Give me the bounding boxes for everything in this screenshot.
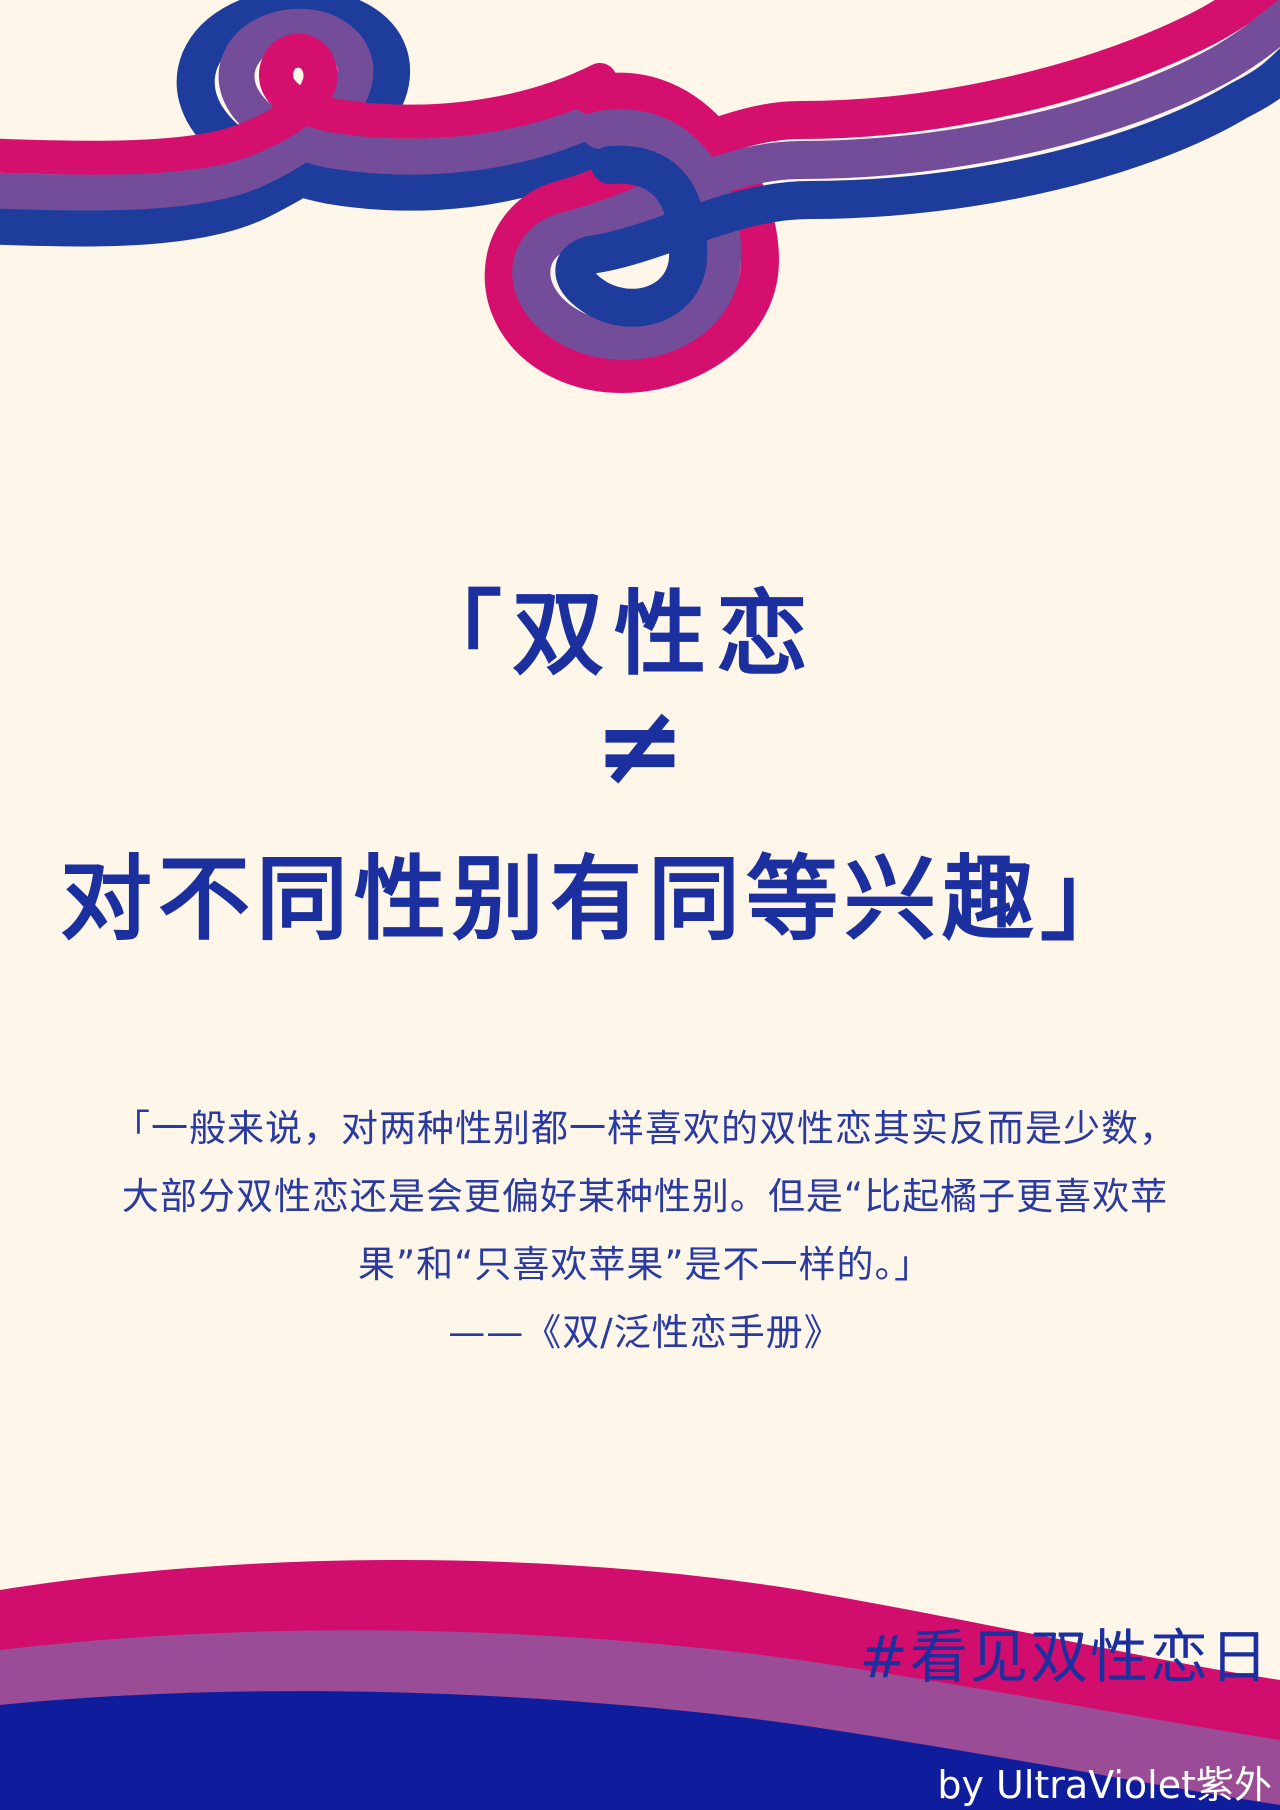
quote-line-2: 大部分双性恋还是会更偏好某种性别。但是“比起橘子更喜欢苹 [121,1175,1169,1218]
headline-line-1: 「双性恋 [410,581,819,688]
headline-not-equal-sign: ≠ [593,681,687,809]
ribbon-band-pink-right [484,0,1280,393]
headline-line-3: 对不同性别有同等兴趣」 [60,846,1139,953]
top-ribbon-decoration [0,0,1280,393]
bottom-waves-decoration [0,1560,1280,1810]
quote-block: 「一般来说，对两种性别都一样喜欢的双性恋其实反而是少数， 大部分双性恋还是会更偏… [40,1095,1250,1367]
credit-label: by UltraViolet紫外 [937,1763,1272,1807]
hashtag-label: #看见双性恋日 [859,1623,1270,1691]
quote-line-1: 「一般来说，对两种性别都一样喜欢的双性恋其实反而是少数， [113,1107,1177,1150]
ribbon-band-purple-left [0,8,618,211]
ribbon-band-pink-left [0,33,617,175]
wave-blue [0,1691,1280,1810]
ribbon-band-purple-right [512,0,1280,360]
quote-source: ——《双/泛性恋手册》 [448,1311,842,1354]
ribbon-band-blue-right [555,48,1280,327]
quote-line-3: 果”和“只喜欢苹果”是不一样的。」 [357,1243,932,1286]
ribbon-band-blue-left [0,0,619,247]
